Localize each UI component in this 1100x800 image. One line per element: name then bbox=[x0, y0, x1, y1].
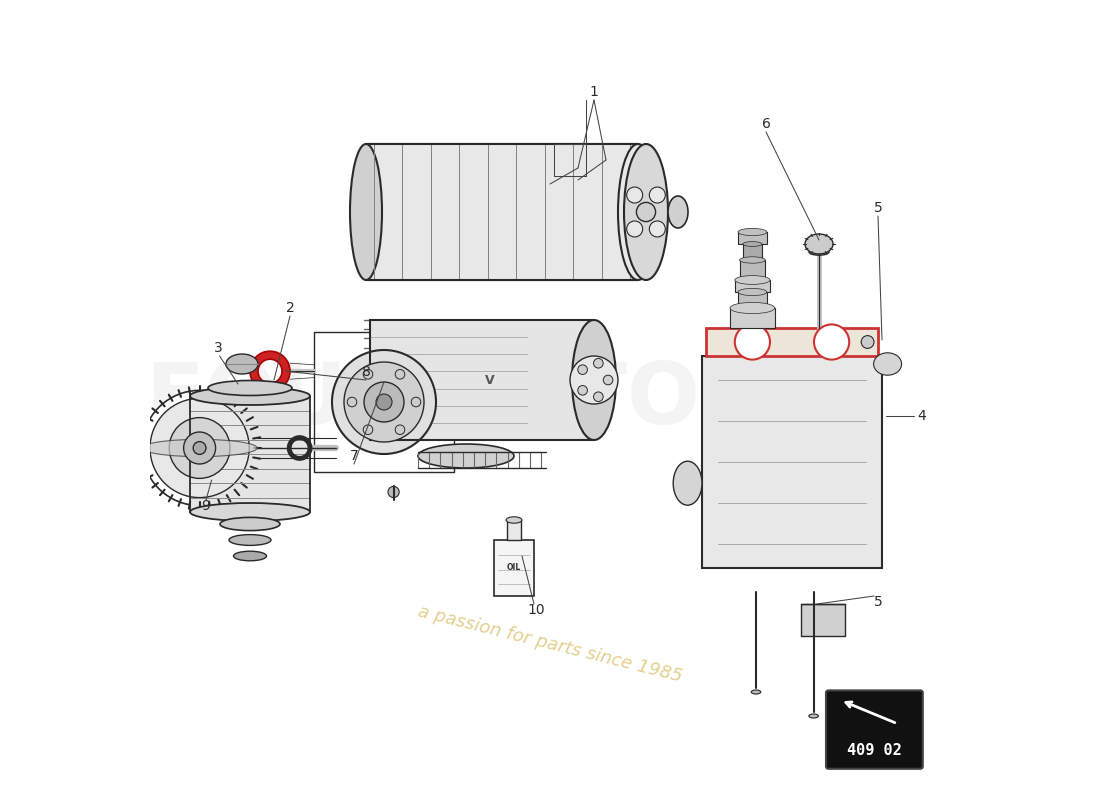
Circle shape bbox=[363, 370, 373, 379]
Circle shape bbox=[570, 356, 618, 404]
Text: a passion for parts since 1985: a passion for parts since 1985 bbox=[416, 602, 684, 686]
Text: EQUIPAUTOS: EQUIPAUTOS bbox=[145, 358, 762, 442]
Ellipse shape bbox=[738, 229, 767, 235]
Ellipse shape bbox=[572, 320, 616, 440]
Circle shape bbox=[388, 486, 399, 498]
Text: 409 02: 409 02 bbox=[847, 742, 902, 758]
Ellipse shape bbox=[735, 275, 770, 284]
Ellipse shape bbox=[190, 387, 310, 405]
Circle shape bbox=[861, 336, 875, 349]
Ellipse shape bbox=[226, 354, 258, 374]
Text: 7: 7 bbox=[350, 449, 359, 463]
Ellipse shape bbox=[418, 444, 514, 468]
Circle shape bbox=[184, 432, 216, 464]
Text: 1: 1 bbox=[590, 85, 598, 99]
Ellipse shape bbox=[190, 503, 310, 521]
Ellipse shape bbox=[739, 257, 766, 263]
Bar bbox=[706, 328, 878, 356]
Circle shape bbox=[194, 442, 206, 454]
Bar bbox=[507, 520, 521, 540]
Circle shape bbox=[150, 398, 250, 498]
Bar bbox=[735, 280, 770, 292]
Circle shape bbox=[395, 425, 405, 434]
Text: 3: 3 bbox=[213, 341, 222, 355]
Circle shape bbox=[627, 221, 642, 237]
Text: 10: 10 bbox=[528, 602, 546, 617]
Bar bbox=[494, 540, 534, 596]
Ellipse shape bbox=[506, 517, 521, 523]
Circle shape bbox=[395, 370, 405, 379]
Wedge shape bbox=[250, 351, 290, 391]
Ellipse shape bbox=[742, 242, 762, 246]
Circle shape bbox=[594, 392, 603, 402]
Text: 5: 5 bbox=[873, 594, 882, 609]
Bar bbox=[366, 144, 638, 280]
Bar bbox=[738, 292, 767, 308]
Bar bbox=[742, 244, 762, 260]
Ellipse shape bbox=[873, 353, 902, 375]
Circle shape bbox=[364, 382, 404, 422]
Circle shape bbox=[169, 418, 230, 478]
Ellipse shape bbox=[350, 144, 382, 280]
Ellipse shape bbox=[229, 534, 271, 546]
Text: 6: 6 bbox=[761, 117, 770, 131]
Ellipse shape bbox=[673, 461, 702, 506]
Circle shape bbox=[578, 386, 587, 395]
Ellipse shape bbox=[624, 144, 668, 280]
Circle shape bbox=[376, 394, 392, 410]
Ellipse shape bbox=[220, 518, 280, 530]
Circle shape bbox=[578, 365, 587, 374]
Circle shape bbox=[332, 350, 436, 454]
FancyBboxPatch shape bbox=[826, 690, 923, 769]
Circle shape bbox=[411, 398, 421, 407]
Circle shape bbox=[735, 325, 770, 360]
Circle shape bbox=[649, 221, 666, 237]
Bar bbox=[738, 232, 767, 244]
Text: OIL: OIL bbox=[507, 563, 521, 573]
Text: 4: 4 bbox=[917, 409, 926, 423]
Circle shape bbox=[814, 325, 849, 360]
Ellipse shape bbox=[805, 234, 833, 254]
Circle shape bbox=[649, 187, 666, 203]
Bar bbox=[702, 356, 882, 568]
Bar bbox=[370, 320, 594, 440]
Ellipse shape bbox=[668, 196, 688, 228]
Circle shape bbox=[348, 398, 356, 407]
Circle shape bbox=[603, 375, 613, 385]
Ellipse shape bbox=[808, 249, 829, 255]
Bar bbox=[801, 604, 845, 636]
Text: 5: 5 bbox=[873, 201, 882, 215]
Text: 2: 2 bbox=[286, 301, 295, 315]
Ellipse shape bbox=[738, 288, 767, 296]
Ellipse shape bbox=[233, 551, 266, 561]
Ellipse shape bbox=[751, 690, 761, 694]
Bar bbox=[190, 396, 310, 512]
Circle shape bbox=[594, 358, 603, 368]
Text: V: V bbox=[485, 374, 495, 386]
Text: 9: 9 bbox=[201, 498, 210, 513]
Ellipse shape bbox=[730, 302, 774, 314]
Ellipse shape bbox=[618, 144, 658, 280]
Bar bbox=[314, 332, 454, 472]
Bar bbox=[739, 260, 766, 280]
Ellipse shape bbox=[808, 714, 818, 718]
Text: 8: 8 bbox=[362, 365, 371, 379]
Circle shape bbox=[363, 425, 373, 434]
Circle shape bbox=[637, 202, 656, 222]
Circle shape bbox=[627, 187, 642, 203]
Circle shape bbox=[142, 390, 257, 506]
Ellipse shape bbox=[142, 439, 257, 457]
Ellipse shape bbox=[208, 381, 292, 395]
Bar bbox=[730, 308, 774, 328]
Circle shape bbox=[344, 362, 424, 442]
